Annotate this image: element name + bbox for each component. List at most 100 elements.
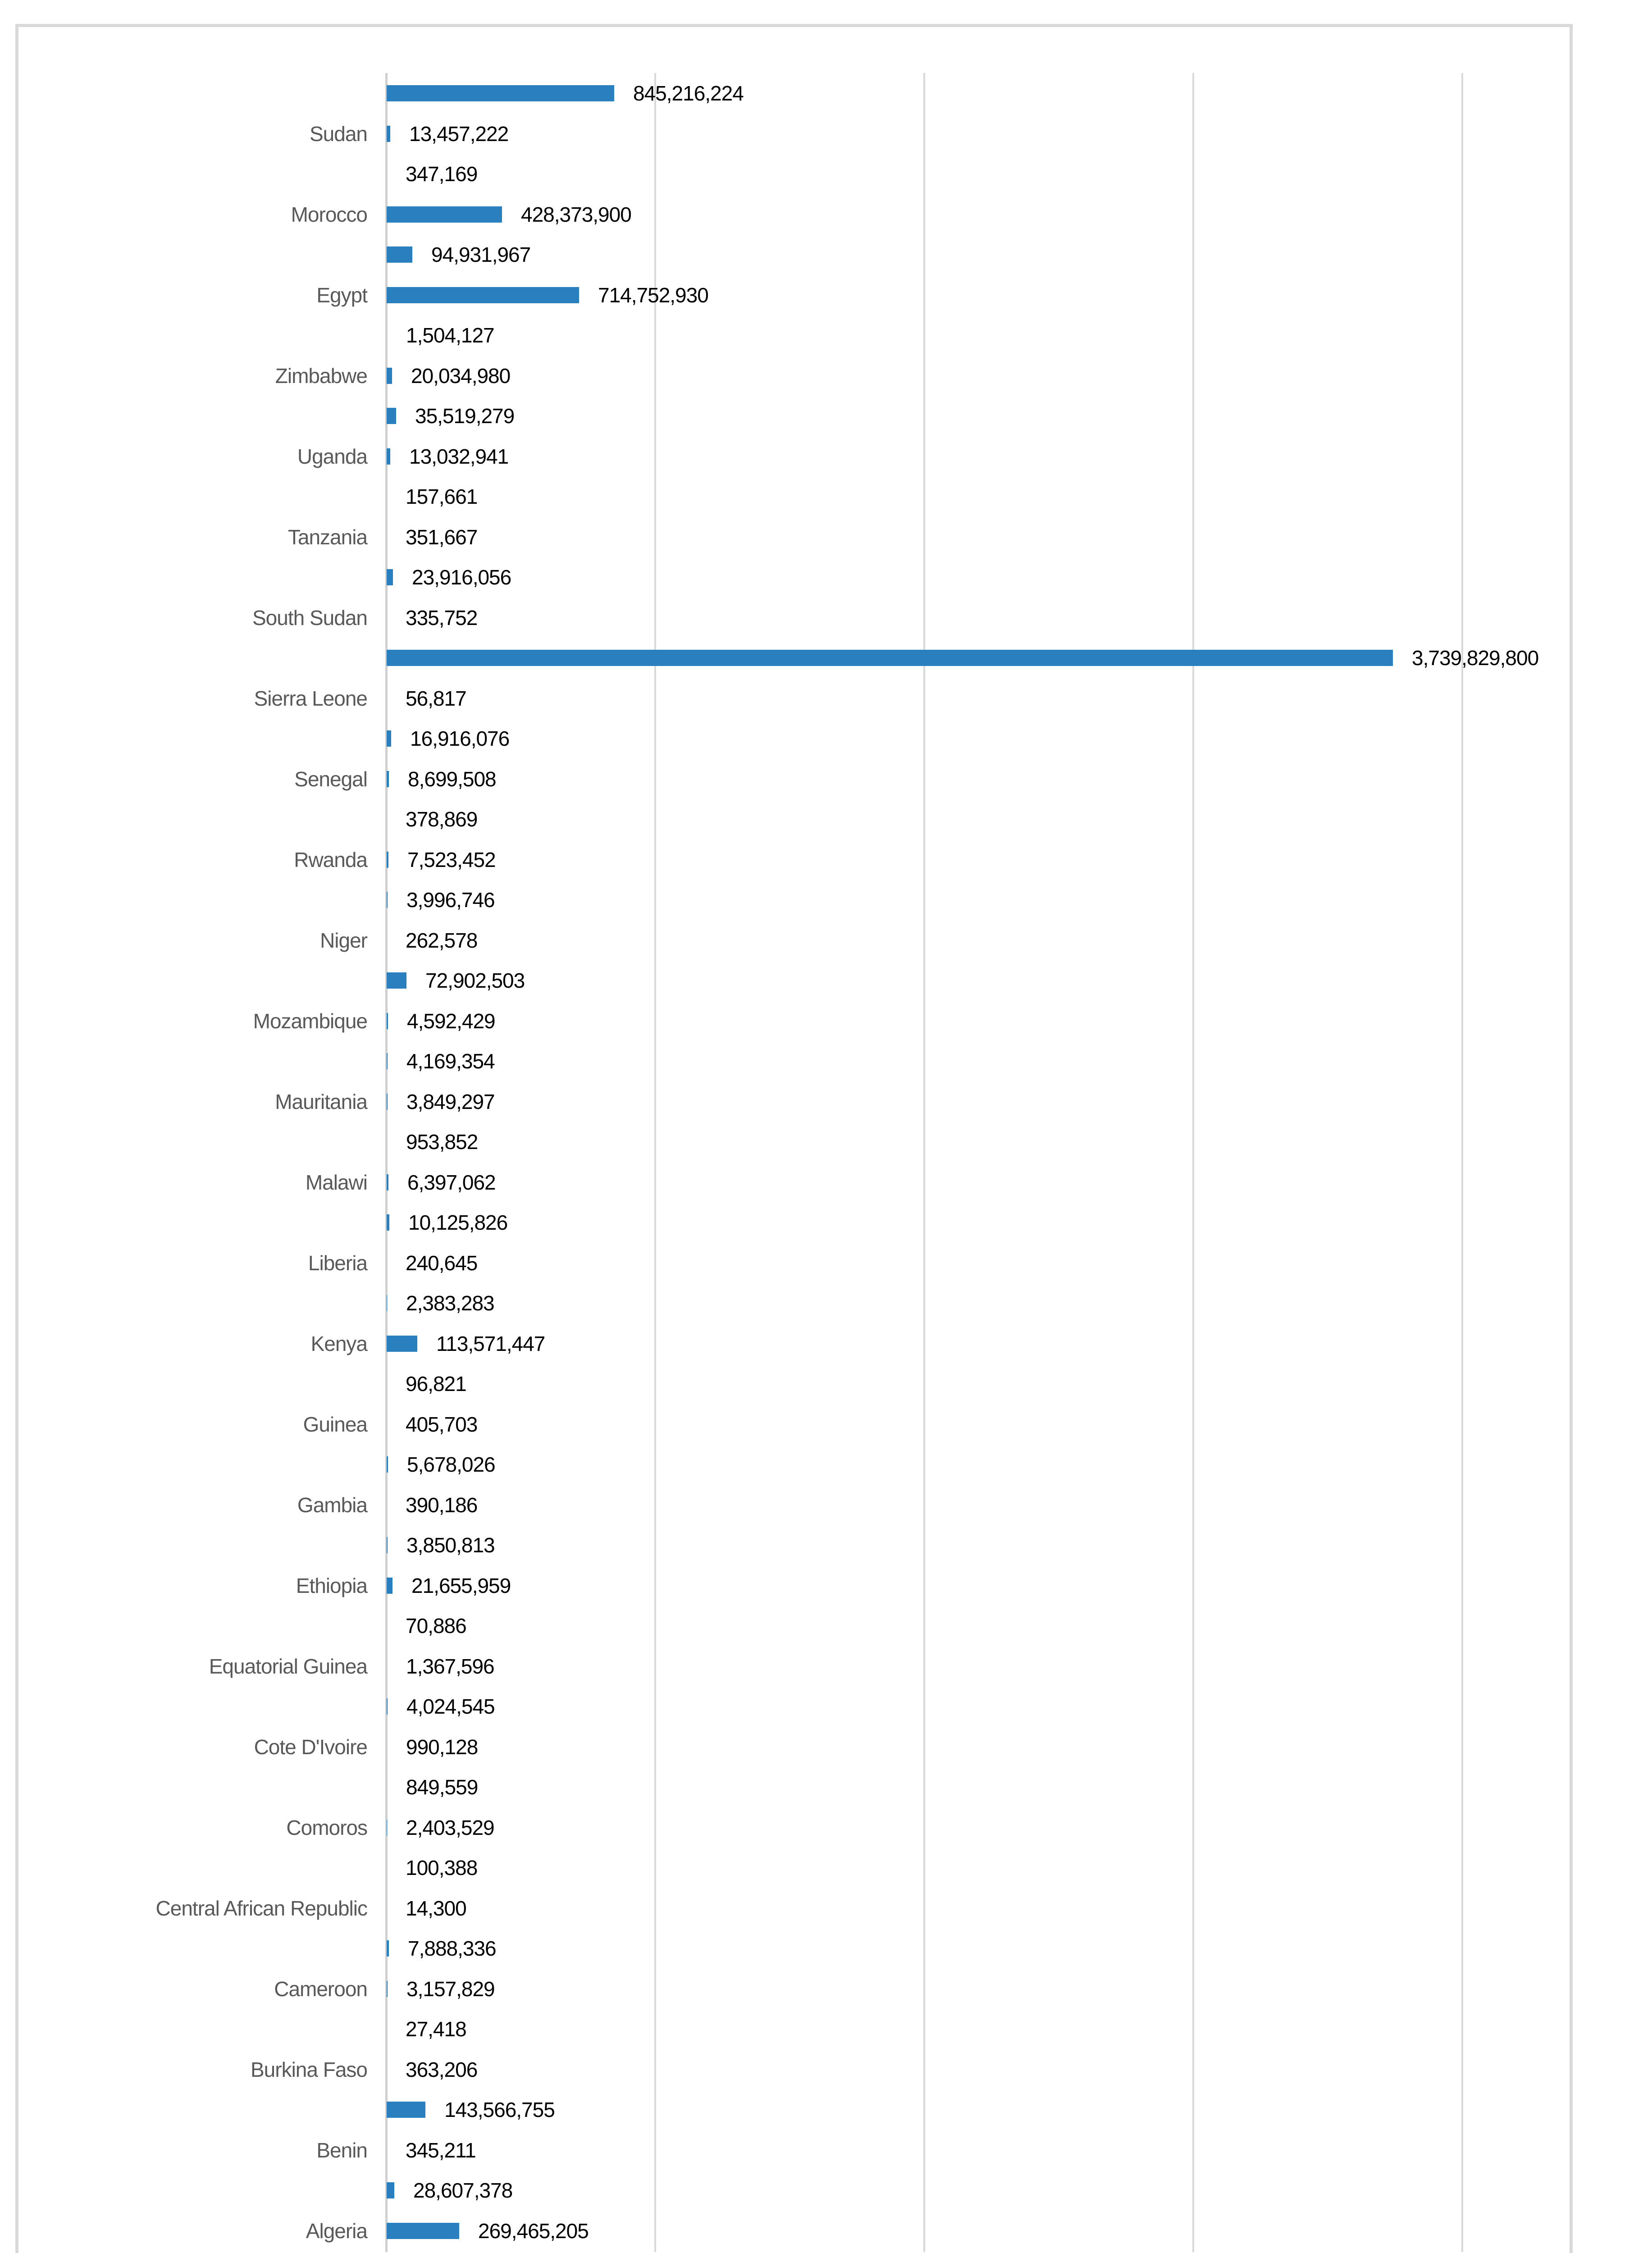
bar-value-label: 7,523,452 [407,848,496,871]
gridline [1461,73,1463,2252]
gridline [654,73,656,2252]
bar [387,246,412,263]
bar [387,1094,388,1110]
bar-value-label: 262,578 [406,929,478,952]
bar-value-label: 10,125,826 [408,1211,508,1234]
bar-value-label: 143,566,755 [444,2098,555,2121]
category-label: Benin [316,2139,368,2162]
category-label: Equatorial Guinea [209,1655,368,1678]
bar [387,569,393,585]
bar-value-label: 6,397,062 [407,1171,496,1194]
category-label: Mauritania [275,1090,368,1113]
bar-value-label: 3,849,297 [406,1090,495,1113]
bar-value-label: 8,699,508 [408,767,497,791]
bar-value-label: 390,186 [406,1493,478,1517]
category-label: Cameroon [274,1977,368,2001]
bar [387,650,1393,666]
bar-value-label: 4,024,545 [406,1695,495,1718]
category-label: Ethiopia [296,1574,368,1597]
category-label: Senegal [294,767,368,791]
bar-value-label: 714,752,930 [598,283,709,307]
bar-value-label: 2,383,283 [406,1291,495,1315]
bar-value-label: 7,888,336 [408,1937,497,1960]
category-label: Niger [320,929,368,952]
bar [387,2223,459,2239]
bar-value-label: 100,388 [406,1856,478,1879]
category-label: Liberia [308,1251,368,1275]
bar [387,852,388,868]
bar-value-label: 269,465,205 [478,2219,589,2243]
bar-value-label: 347,169 [406,162,478,186]
bar [387,2102,425,2118]
category-label: Uganda [297,445,368,468]
bar-value-label: 16,916,076 [410,727,510,750]
bar-value-label: 3,996,746 [406,888,495,912]
bar [387,1981,388,1997]
bar-value-label: 3,850,813 [406,1533,495,1557]
bar [387,408,396,424]
bar [387,1214,389,1231]
bar-value-label: 845,216,224 [633,82,744,105]
bar-value-label: 990,128 [406,1735,478,1759]
bar-value-label: 35,519,279 [415,404,515,428]
bar-value-label: 21,655,959 [411,1574,511,1597]
category-label: Kenya [310,1332,368,1355]
category-label: Rwanda [294,848,368,871]
bar-value-label: 378,869 [406,807,478,831]
bar [387,1174,388,1190]
gridline [1192,73,1194,2252]
bar [387,2182,394,2198]
bar [387,771,389,787]
bar-value-label: 13,032,941 [409,445,509,468]
category-label: Sierra Leone [254,687,368,710]
bar-value-label: 4,592,429 [407,1009,496,1033]
category-label: Burkina Faso [250,2058,368,2081]
bar-value-label: 405,703 [406,1413,478,1436]
gridline [923,73,925,2252]
bar [387,1053,388,1069]
category-label: Mozambique [253,1009,368,1033]
bar-value-label: 1,504,127 [406,324,495,347]
category-label: South Sudan [252,606,368,629]
bar-value-label: 428,373,900 [521,203,632,226]
category-label: Egypt [316,283,368,307]
bar-value-label: 56,817 [406,687,467,710]
category-label: Gambia [297,1493,368,1517]
bar [387,1940,389,1957]
bar [387,730,391,747]
bar [387,368,392,384]
bar-value-label: 3,157,829 [406,1977,495,2001]
bar [387,206,502,223]
bar [387,1537,388,1553]
bar-value-label: 72,902,503 [425,969,525,992]
bar-value-label: 4,169,354 [406,1049,495,1073]
bar-value-label: 849,559 [406,1775,478,1799]
bar-value-label: 953,852 [406,1130,478,1154]
bar-value-label: 20,034,980 [411,364,511,388]
category-label: Malawi [305,1171,368,1194]
bar-value-label: 14,300 [406,1897,467,1920]
bar [387,972,406,989]
bar [387,287,579,303]
bar-value-label: 363,206 [406,2058,478,2081]
bar-value-label: 23,916,056 [412,566,511,589]
bar-value-label: 1,367,596 [406,1655,495,1678]
bar [387,448,390,465]
bar-value-label: 351,667 [406,525,478,549]
bar-value-label: 70,886 [406,1614,467,1637]
bar [387,1456,388,1473]
bar [387,1698,388,1715]
bar-value-label: 240,645 [406,1251,478,1275]
category-label: Morocco [291,203,368,226]
bar-value-label: 2,403,529 [406,1816,495,1839]
category-label: Sudan [309,122,368,146]
bar-value-label: 28,607,378 [413,2179,513,2202]
category-label: Algeria [306,2219,368,2243]
y-axis-line [385,73,388,2252]
bar [387,1336,417,1352]
bar [387,1013,388,1029]
bar [387,892,388,908]
category-label: Guinea [303,1413,368,1436]
bar-value-label: 5,678,026 [407,1453,496,1476]
